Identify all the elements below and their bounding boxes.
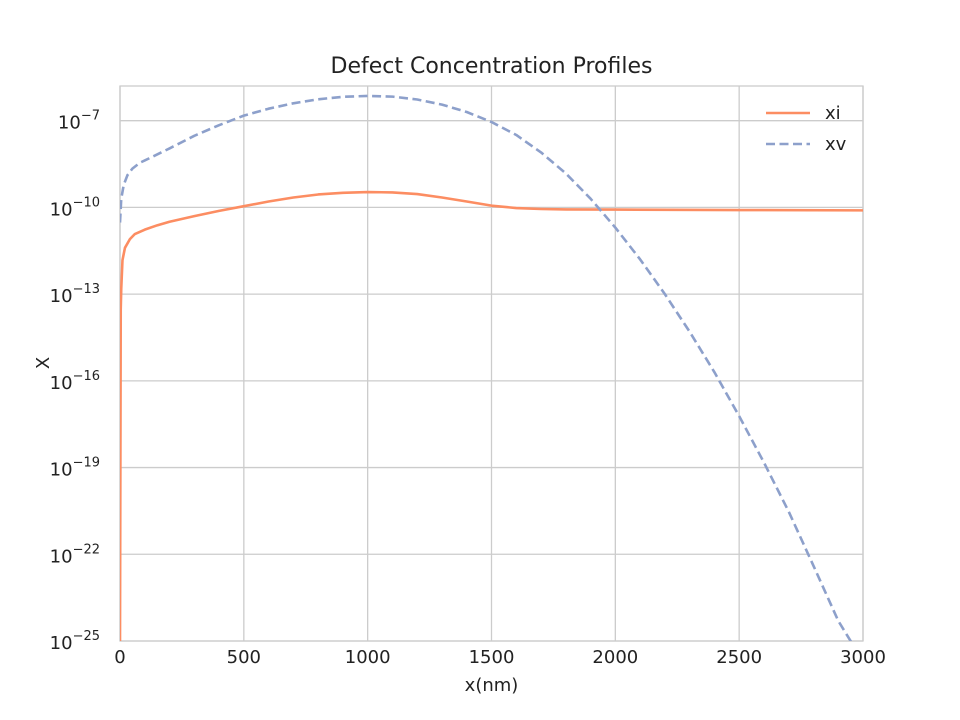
legend: xi xv	[766, 103, 847, 155]
x-axis-label: x(nm)	[465, 675, 519, 696]
y-tick-base: 10	[50, 286, 73, 307]
y-tick-base: 10	[50, 460, 73, 481]
y-tick-label: 10−22	[50, 542, 100, 567]
y-tick-base: 10	[50, 546, 73, 567]
series-line-xv	[120, 94, 853, 641]
x-tick-label: 0	[114, 647, 125, 668]
x-tick-label: 500	[227, 647, 261, 668]
y-tick-label: 10−19	[50, 456, 100, 481]
y-tick-exponent: −25	[73, 629, 100, 644]
y-tick-exponent: −10	[73, 195, 100, 210]
y-tick-base: 10	[58, 113, 81, 134]
legend-label-xi: xi	[825, 103, 841, 124]
x-tick-label: 2000	[592, 647, 638, 668]
y-tick-exponent: −19	[73, 456, 100, 471]
y-tick-base: 10	[50, 373, 73, 394]
y-tick-label: 10−10	[50, 195, 100, 220]
x-tick-label: 1000	[345, 647, 391, 668]
legend-label-xv: xv	[825, 134, 847, 155]
x-tick-label: 2500	[716, 647, 762, 668]
series-line-xi	[120, 190, 863, 641]
y-axis-label: X	[33, 357, 54, 369]
y-tick-exponent: −13	[73, 282, 100, 297]
y-tick-label: 10−13	[50, 282, 100, 307]
series-layer	[120, 94, 863, 641]
y-tick-base: 10	[50, 199, 73, 220]
y-tick-label: 10−25	[50, 629, 100, 654]
grid	[119, 86, 864, 642]
x-tick-labels: 0 500 1000 1500 2000 2500 3000	[114, 647, 886, 668]
x-tick-label: 3000	[840, 647, 886, 668]
y-tick-exponent: −16	[73, 369, 100, 384]
y-tick-exponent: −7	[81, 109, 100, 124]
chart-title: Defect Concentration Profiles	[331, 54, 653, 79]
x-tick-label: 1500	[469, 647, 515, 668]
y-tick-exponent: −22	[73, 542, 100, 557]
y-tick-label: 10−7	[58, 109, 100, 134]
y-tick-base: 10	[50, 633, 73, 654]
y-tick-label: 10−16	[50, 369, 100, 394]
